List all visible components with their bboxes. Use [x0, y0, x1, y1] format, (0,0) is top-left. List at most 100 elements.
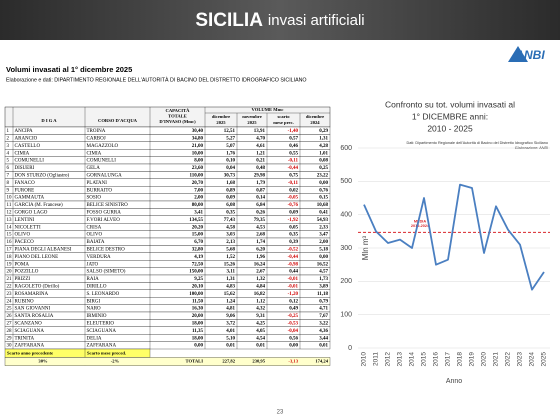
mean-label: MEDIA: [414, 219, 426, 223]
x-tick-label: 2018: [457, 352, 464, 367]
x-tick-label: 2025: [541, 352, 548, 367]
table-cell: 12,51: [224, 129, 236, 134]
table-cell: 3,22: [319, 322, 328, 327]
table-cell: 0,04: [226, 166, 235, 171]
table-cell: 4,58: [226, 225, 235, 230]
table-row: [4, 156, 331, 165]
column-subheader: 2025: [247, 120, 257, 125]
table-cell: 11,35: [192, 329, 203, 334]
table-cell: 4,81: [226, 307, 235, 312]
table-cell: POZZILLO: [15, 270, 39, 275]
table-cell: 6,84: [256, 203, 265, 208]
table-cell: 10,68: [317, 203, 329, 208]
x-tick-label: 2016: [433, 352, 440, 367]
table-cell: 0,09: [289, 211, 298, 216]
table-cell: 3,03: [226, 233, 235, 238]
totals-cell: 30%: [38, 359, 48, 364]
totals-row: [4, 357, 331, 366]
table-cell: NICOLETTI: [15, 225, 41, 230]
table-cell: SCIAGUANA: [15, 329, 45, 334]
table-cell: 23,22: [317, 174, 329, 179]
table-cell: 0,02: [289, 188, 298, 193]
table-cell: 0,21: [256, 159, 265, 164]
y-tick-label: 100: [340, 312, 352, 319]
table-cell: 9,06: [226, 314, 235, 319]
table-cell: 77,43: [224, 218, 236, 223]
table-cell: 4,54: [256, 336, 265, 341]
table-cell: BURRAITO: [87, 188, 113, 193]
table-cell: CIMIA: [15, 151, 30, 156]
table-cell: 14: [7, 225, 13, 230]
table-cell: 18: [7, 255, 13, 260]
y-tick-label: 0: [348, 345, 352, 352]
table-row: [4, 319, 331, 327]
x-tick-label: 2013: [397, 352, 404, 367]
table-cell: 5,27: [226, 137, 235, 142]
table-cell: 4,28: [319, 144, 328, 149]
table-cell: CASTELLO: [15, 144, 41, 149]
x-tick-label: 2017: [445, 352, 452, 367]
table-row: [4, 341, 331, 350]
table-cell: 2,00: [194, 196, 203, 201]
table-row: [4, 297, 331, 305]
x-tick-label: 2010: [361, 352, 368, 367]
table-cell: 79,35: [254, 218, 266, 223]
totals-cell: -2%: [111, 359, 120, 364]
y-tick-label: 600: [340, 145, 352, 152]
table-cell: 0,75: [289, 174, 298, 179]
table-cell: ZAFFARANA: [15, 344, 45, 349]
table-cell: 22: [7, 285, 13, 290]
table-cell: 1,24: [226, 299, 235, 304]
table-cell: JATO: [87, 262, 99, 267]
table-cell: 1,31: [226, 277, 235, 282]
table-cell: TROINA: [87, 129, 106, 134]
table-cell: GORNALUNGA: [87, 174, 123, 179]
table-cell: 0,00: [319, 181, 328, 186]
table-cell: 20,10: [192, 285, 204, 290]
title-rest: invasi artificiali: [268, 12, 365, 29]
chart-title: 2010 - 2025: [427, 123, 473, 133]
table-cell: 0,49: [289, 307, 298, 312]
table-cell: 20,00: [192, 314, 204, 319]
table-row: [4, 289, 331, 298]
table-cell: 13: [7, 218, 13, 223]
table-row: [4, 311, 331, 320]
table-cell: -0,04: [288, 329, 299, 334]
table-cell: 6: [7, 166, 10, 171]
scarto-label: Scarto mese preced.: [87, 350, 126, 355]
table-cell: 0,26: [256, 211, 265, 216]
table-cell: 4,83: [226, 285, 235, 290]
table-cell: 16,52: [317, 262, 329, 267]
table-row: [4, 334, 331, 342]
table-cell: GAMMAUTA: [15, 196, 45, 201]
totals-cell: 230,95: [252, 359, 265, 364]
table-cell: 19: [7, 262, 13, 267]
table-cell: 0,05: [289, 225, 298, 230]
table-cell: ELEUTERIO: [87, 322, 115, 327]
table-cell: -0,11: [288, 181, 299, 186]
table-cell: -0,05: [288, 196, 299, 201]
table-cell: IRMINIO: [87, 314, 107, 319]
table-cell: 16,24: [254, 262, 266, 267]
table-cell: -0,44: [288, 166, 299, 171]
x-tick-label: 2014: [409, 352, 416, 367]
table-cell: 2,00: [319, 240, 328, 245]
table-cell: 0,00: [319, 255, 328, 260]
column-subheader: 2024: [310, 120, 320, 125]
table-cell: COMUNELLI: [87, 159, 117, 164]
table-cell: OLIVO: [15, 233, 31, 238]
column-header: D I G A: [41, 118, 57, 123]
table-cell: 3: [7, 144, 10, 149]
table-cell: 26: [7, 314, 13, 319]
table-cell: -0,53: [288, 322, 299, 327]
table-cell: 0,14: [256, 196, 265, 201]
y-tick-label: 500: [340, 178, 352, 185]
table-cell: 4,84: [256, 285, 265, 290]
table-cell: CARBOJ: [87, 137, 106, 142]
table-cell: -0,25: [288, 314, 299, 319]
table-cell: 7: [7, 174, 10, 179]
table-cell: TRINITA: [15, 336, 35, 341]
column-header: CORSO D'ACQUA: [98, 118, 138, 123]
table-cell: CIMIA: [87, 151, 102, 156]
table-row: [4, 178, 331, 187]
